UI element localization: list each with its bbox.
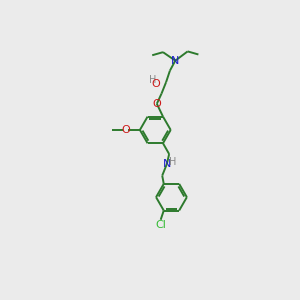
Text: N: N — [171, 56, 179, 66]
Text: O: O — [152, 99, 161, 109]
Text: O: O — [152, 79, 161, 89]
Text: O: O — [121, 125, 130, 135]
Text: H: H — [148, 75, 156, 85]
Text: N: N — [163, 159, 171, 169]
Text: Cl: Cl — [155, 220, 166, 230]
Text: H: H — [169, 157, 177, 167]
